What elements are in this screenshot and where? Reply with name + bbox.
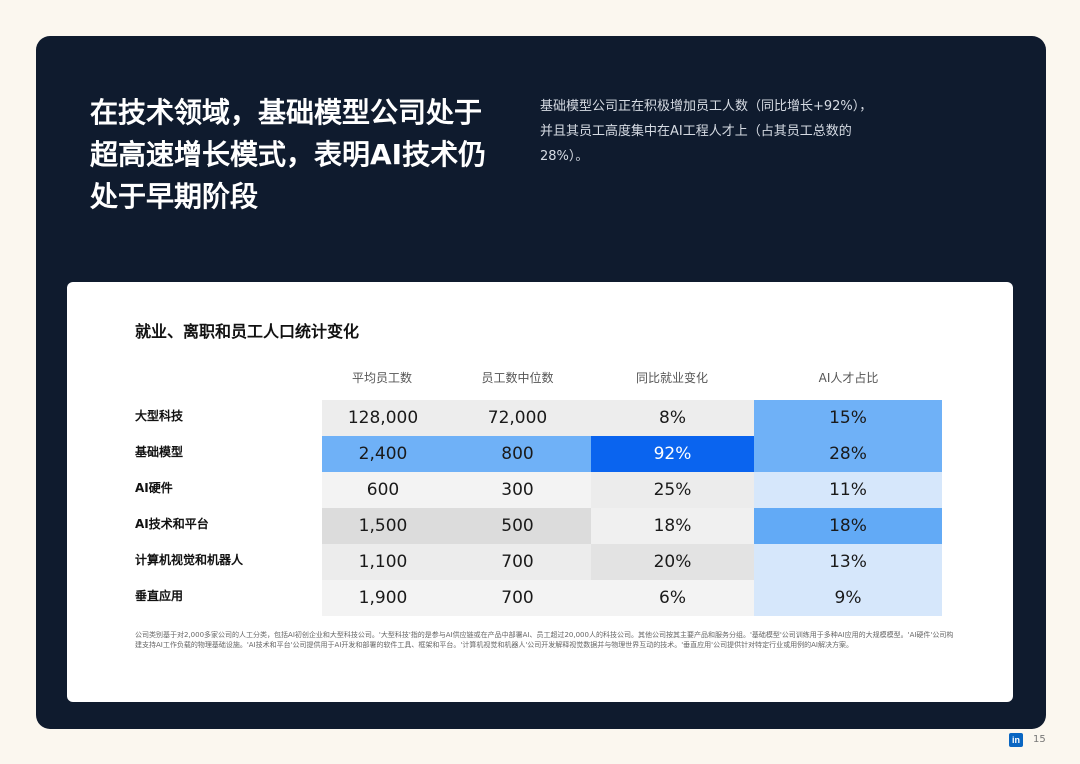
headline: 在技术领域，基础模型公司处于 超高速增长模式，表明AI技术仍 处于早期阶段	[90, 92, 520, 218]
table-cell: 13%	[754, 544, 942, 580]
table-cell: 18%	[754, 508, 942, 544]
table-cell: 600	[322, 472, 444, 508]
table-cell: 92%	[591, 436, 754, 472]
subtext-line: 并且其员工高度集中在AI工程人才上（占其员工总数的	[540, 124, 852, 139]
column-header-avg-employees: 平均员工数	[351, 371, 412, 385]
table-cell: 700	[444, 544, 591, 580]
table-cell: 700	[444, 580, 591, 616]
subtext-line: 28%）。	[540, 149, 589, 164]
row-label-ai-hardware: AI硬件	[135, 481, 173, 495]
table-cell: 2,400	[322, 436, 444, 472]
table-cell: 8%	[591, 400, 754, 436]
table-cell: 500	[444, 508, 591, 544]
table-cell: 300	[444, 472, 591, 508]
linkedin-logo-icon: in	[1009, 733, 1023, 747]
table-cell: 20%	[591, 544, 754, 580]
table-cell: 15%	[754, 400, 942, 436]
headline-line: 在技术领域，基础模型公司处于	[90, 96, 483, 129]
subtext: 基础模型公司正在积极增加员工人数（同比增长+92%）， 并且其员工高度集中在AI…	[540, 94, 920, 169]
table-cell: 11%	[754, 472, 942, 508]
table-cell: 800	[444, 436, 591, 472]
subtext-line: 基础模型公司正在积极增加员工人数（同比增长+92%），	[540, 99, 873, 114]
table-cell: 1,900	[322, 580, 444, 616]
table-cell: 1,100	[322, 544, 444, 580]
row-label-ai-tech-platforms: AI技术和平台	[135, 517, 209, 531]
headline-line: 处于早期阶段	[90, 180, 259, 213]
table-cell: 128,000	[322, 400, 444, 436]
table-cell: 72,000	[444, 400, 591, 436]
headline-line: 超高速增长模式，表明AI技术仍	[90, 138, 487, 171]
column-header-median-employees: 员工数中位数	[481, 371, 554, 385]
row-label-foundation-models: 基础模型	[135, 445, 184, 459]
table-cell: 1,500	[322, 508, 444, 544]
table-cell: 18%	[591, 508, 754, 544]
column-header-yoy-change: 同比就业变化	[635, 371, 708, 385]
table-cell: 9%	[754, 580, 942, 616]
row-label-vertical-apps: 垂直应用	[135, 589, 184, 603]
table-cell: 6%	[591, 580, 754, 616]
footnote: 公司类别基于对2,000多家公司的人工分类，包括AI初创企业和大型科技公司。'大…	[135, 631, 954, 649]
row-label-computer-vision-robotics: 计算机视觉和机器人	[135, 553, 244, 567]
page-number: 15	[1033, 734, 1046, 745]
column-header-ai-talent-share: AI人才占比	[818, 371, 879, 385]
table-cell: 25%	[591, 472, 754, 508]
table-cell: 28%	[754, 436, 942, 472]
table-title: 就业、离职和员工人口统计变化	[135, 322, 360, 341]
row-label-big-tech: 大型科技	[135, 409, 184, 423]
